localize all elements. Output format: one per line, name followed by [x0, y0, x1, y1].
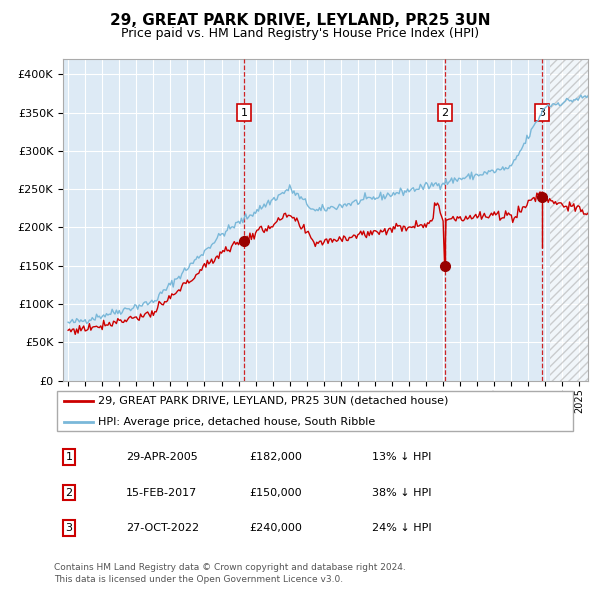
Text: 2: 2 [65, 488, 73, 497]
Text: 1: 1 [241, 107, 248, 117]
Text: 38% ↓ HPI: 38% ↓ HPI [372, 488, 431, 497]
Text: 24% ↓ HPI: 24% ↓ HPI [372, 523, 431, 533]
Text: Contains HM Land Registry data © Crown copyright and database right 2024.: Contains HM Land Registry data © Crown c… [54, 563, 406, 572]
Text: £182,000: £182,000 [249, 453, 302, 462]
Text: 15-FEB-2017: 15-FEB-2017 [126, 488, 197, 497]
Text: 27-OCT-2022: 27-OCT-2022 [126, 523, 199, 533]
Text: 2: 2 [442, 107, 449, 117]
Text: 29, GREAT PARK DRIVE, LEYLAND, PR25 3UN (detached house): 29, GREAT PARK DRIVE, LEYLAND, PR25 3UN … [98, 396, 449, 406]
Text: HPI: Average price, detached house, South Ribble: HPI: Average price, detached house, Sout… [98, 417, 376, 427]
Polygon shape [550, 59, 588, 381]
FancyBboxPatch shape [56, 391, 574, 431]
Text: 3: 3 [539, 107, 545, 117]
Text: Price paid vs. HM Land Registry's House Price Index (HPI): Price paid vs. HM Land Registry's House … [121, 27, 479, 40]
Text: 29, GREAT PARK DRIVE, LEYLAND, PR25 3UN: 29, GREAT PARK DRIVE, LEYLAND, PR25 3UN [110, 12, 490, 28]
Text: 13% ↓ HPI: 13% ↓ HPI [372, 453, 431, 462]
Text: £240,000: £240,000 [249, 523, 302, 533]
Text: 1: 1 [65, 453, 73, 462]
Text: 29-APR-2005: 29-APR-2005 [126, 453, 198, 462]
Text: £150,000: £150,000 [249, 488, 302, 497]
Text: This data is licensed under the Open Government Licence v3.0.: This data is licensed under the Open Gov… [54, 575, 343, 584]
Text: 3: 3 [65, 523, 73, 533]
